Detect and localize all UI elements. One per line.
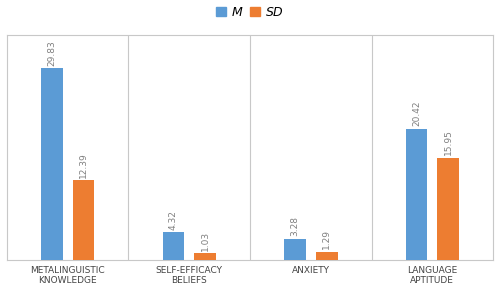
Text: 12.39: 12.39 xyxy=(79,152,88,178)
Text: 29.83: 29.83 xyxy=(48,40,56,66)
Legend: $\mathit{M}$, $\mathit{SD}$: $\mathit{M}$, $\mathit{SD}$ xyxy=(210,1,290,24)
Bar xyxy=(316,252,338,260)
Bar xyxy=(437,158,459,260)
Text: 4.32: 4.32 xyxy=(169,210,178,230)
Bar xyxy=(162,232,184,260)
Bar xyxy=(41,68,63,260)
Bar xyxy=(72,180,94,260)
Bar xyxy=(406,129,427,260)
Bar xyxy=(284,239,306,260)
Text: 15.95: 15.95 xyxy=(444,129,452,155)
Text: 1.29: 1.29 xyxy=(322,229,331,249)
Text: 20.42: 20.42 xyxy=(412,101,421,126)
Text: 3.28: 3.28 xyxy=(290,216,300,237)
Text: 1.03: 1.03 xyxy=(200,231,209,251)
Bar xyxy=(194,253,216,260)
